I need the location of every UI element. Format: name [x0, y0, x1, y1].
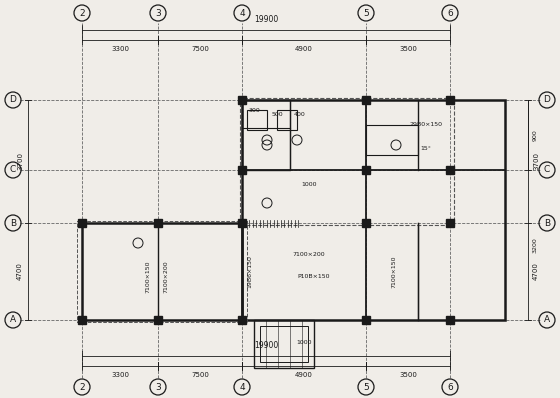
Text: 3700: 3700 [17, 152, 23, 170]
Text: 3500: 3500 [399, 46, 417, 52]
Bar [446, 316, 454, 324]
Text: 6: 6 [447, 382, 453, 392]
Text: 3: 3 [155, 382, 161, 392]
Bar [238, 219, 246, 227]
Text: 300: 300 [248, 107, 260, 113]
Bar [240, 98, 454, 225]
Text: 2: 2 [79, 382, 85, 392]
Bar [362, 166, 370, 174]
Bar [77, 221, 247, 322]
Text: 7500: 7500 [191, 46, 209, 52]
Bar [154, 219, 162, 227]
Text: B: B [10, 219, 16, 228]
Text: 4900: 4900 [295, 46, 313, 52]
Text: 3200: 3200 [533, 237, 538, 253]
Text: 2: 2 [79, 8, 85, 18]
Text: A: A [544, 316, 550, 324]
Bar [238, 316, 246, 324]
Bar [362, 316, 370, 324]
Text: 7100×200: 7100×200 [293, 252, 325, 258]
Text: 4: 4 [239, 382, 245, 392]
Text: 3700: 3700 [533, 152, 539, 170]
Text: 400: 400 [294, 113, 306, 117]
Bar [362, 219, 370, 227]
Text: C: C [544, 166, 550, 174]
Bar [78, 219, 86, 227]
Bar [242, 100, 505, 320]
Text: 29B0×150: 29B0×150 [409, 123, 442, 127]
Text: 5: 5 [363, 8, 369, 18]
Text: 4: 4 [239, 8, 245, 18]
Text: B: B [544, 219, 550, 228]
Text: 7100×200: 7100×200 [164, 260, 169, 293]
Text: 19900: 19900 [254, 341, 278, 350]
Bar [362, 96, 370, 104]
Bar [247, 110, 267, 130]
Text: D: D [10, 96, 16, 105]
Text: 7100×150: 7100×150 [391, 255, 396, 288]
Text: 15°: 15° [421, 146, 431, 150]
Text: 4900: 4900 [295, 372, 313, 378]
Bar [154, 316, 162, 324]
Text: P10B×150: P10B×150 [298, 274, 330, 279]
Bar [82, 223, 242, 320]
Text: 5: 5 [363, 382, 369, 392]
Text: 3: 3 [155, 8, 161, 18]
Text: 4700: 4700 [17, 263, 23, 281]
Text: 7100×150: 7100×150 [146, 260, 151, 293]
Text: 900: 900 [533, 129, 538, 141]
Bar [277, 110, 297, 130]
Text: 19B6×150: 19B6×150 [248, 255, 253, 288]
Bar [78, 316, 86, 324]
Text: 7500: 7500 [191, 372, 209, 378]
Bar [238, 96, 246, 104]
Bar [446, 96, 454, 104]
Text: 3500: 3500 [399, 372, 417, 378]
Text: 1000: 1000 [296, 339, 312, 345]
Text: 1000: 1000 [301, 183, 317, 187]
Text: 4700: 4700 [533, 263, 539, 281]
Bar [366, 125, 418, 155]
Bar [254, 320, 314, 368]
Text: 6: 6 [447, 8, 453, 18]
Bar [446, 166, 454, 174]
Text: 500: 500 [271, 113, 283, 117]
Text: 19900: 19900 [254, 15, 278, 24]
Bar [260, 326, 308, 362]
Bar [238, 166, 246, 174]
Text: A: A [10, 316, 16, 324]
Text: 3300: 3300 [111, 372, 129, 378]
Text: D: D [544, 96, 550, 105]
Bar [446, 219, 454, 227]
Bar [242, 100, 290, 170]
Text: 3300: 3300 [111, 46, 129, 52]
Text: C: C [10, 166, 16, 174]
